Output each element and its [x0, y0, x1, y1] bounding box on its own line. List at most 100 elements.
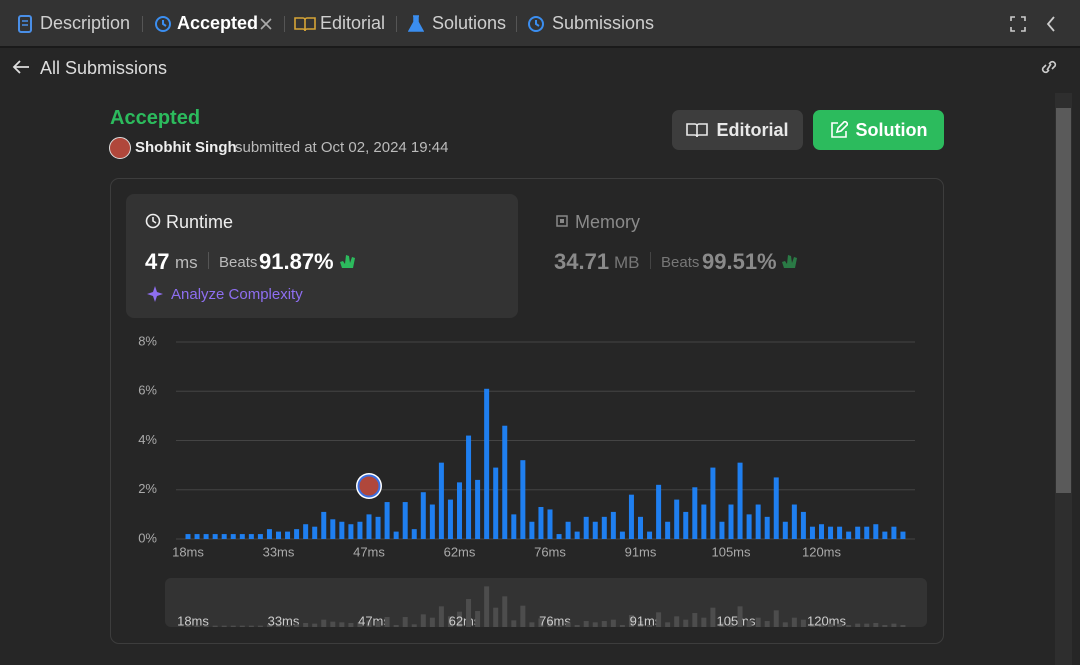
- editorial-button[interactable]: Editorial: [672, 110, 803, 150]
- overview-bar: [266, 624, 272, 627]
- bar: [285, 531, 291, 539]
- bar: [800, 511, 806, 539]
- bar: [194, 534, 200, 539]
- bar: [565, 521, 571, 539]
- bar: [737, 462, 743, 539]
- bar: [221, 534, 227, 539]
- memory-value: 34.71: [554, 249, 610, 274]
- submitted-text: submitted at Oct 02, 2024 19:44: [235, 139, 449, 156]
- overview-bar: [583, 621, 589, 627]
- overview-bar: [538, 618, 544, 627]
- fullscreen-icon[interactable]: [1010, 16, 1026, 32]
- overview-bar: [348, 623, 354, 627]
- divider: [650, 252, 651, 269]
- beats-label: Beats: [661, 254, 700, 271]
- bar: [276, 531, 281, 539]
- sparkle-icon: [147, 286, 163, 302]
- separator: [142, 16, 143, 32]
- overview-bar: [312, 623, 318, 627]
- bar: [203, 534, 209, 539]
- overview-bar: [692, 613, 698, 627]
- bar: [710, 467, 716, 539]
- overview-bar: [592, 622, 598, 627]
- stats-card: [110, 178, 944, 644]
- x-tick-label: 33ms: [263, 544, 295, 559]
- overview-bar: [791, 617, 797, 627]
- bar: [619, 531, 625, 539]
- link-icon[interactable]: [1038, 58, 1060, 76]
- bar: [357, 521, 363, 539]
- overview-bar: [701, 617, 707, 627]
- tab-bar: Description Accepted Editorial Solutions…: [0, 0, 1080, 46]
- overview-bar: [846, 625, 852, 627]
- back-icon[interactable]: [12, 59, 30, 75]
- submissions-icon: [528, 16, 544, 32]
- overview-bar: [330, 621, 336, 627]
- bar: [583, 516, 589, 539]
- user-name[interactable]: Shobhit Singh: [135, 139, 237, 156]
- bar: [674, 499, 680, 539]
- overview-bar: [601, 621, 607, 627]
- overview-bar: [393, 625, 399, 627]
- bar: [303, 524, 309, 539]
- overview-bar: [239, 625, 245, 627]
- overview-bar: [475, 611, 481, 627]
- tab[interactable]: Editorial: [320, 13, 386, 33]
- overview-tick-label: 33ms: [268, 613, 300, 628]
- analyze-link[interactable]: Analyze Complexity: [171, 286, 303, 303]
- overview-bar: [366, 620, 372, 627]
- bar: [257, 534, 263, 539]
- overview-bar: [402, 617, 408, 627]
- bar: [511, 514, 517, 539]
- bar: [321, 511, 327, 539]
- x-tick-label: 105ms: [711, 544, 751, 559]
- bar: [466, 435, 472, 539]
- overview-bar: [493, 607, 499, 627]
- bar: [457, 482, 462, 539]
- tab-active[interactable]: Accepted: [177, 13, 259, 33]
- bar: [447, 499, 453, 539]
- runtime-box[interactable]: Runtime 47 ms Beats 91.87% Analyze Compl…: [126, 194, 518, 318]
- solution-button[interactable]: Solution: [813, 110, 944, 150]
- overview-bar: [248, 625, 254, 627]
- bar: [728, 504, 734, 539]
- bar: [891, 526, 897, 539]
- collapse-icon[interactable]: [1046, 16, 1056, 32]
- x-tick-label: 47ms: [353, 544, 385, 559]
- overview-tick-label: 105ms: [716, 613, 756, 628]
- overview-bar: [429, 617, 435, 627]
- overview-bar: [565, 622, 571, 627]
- avatar: [109, 137, 131, 159]
- y-tick-label: 4%: [138, 432, 157, 447]
- divider: [208, 252, 209, 269]
- bar: [185, 534, 191, 539]
- back-link[interactable]: All Submissions: [40, 58, 168, 78]
- bar: [502, 425, 508, 539]
- overview-bar: [828, 623, 834, 627]
- overview-bar: [484, 586, 490, 627]
- overview-tick-label: 91ms: [630, 613, 662, 628]
- memory-label[interactable]: Memory: [575, 212, 641, 232]
- overview-bar: [457, 611, 462, 627]
- bar: [239, 534, 245, 539]
- overview-bar: [619, 625, 625, 627]
- overview-tick-label: 18ms: [177, 613, 209, 628]
- solutions-icon: [408, 15, 424, 32]
- bar: [791, 504, 797, 539]
- overview-bar: [221, 625, 227, 627]
- bar: [429, 504, 435, 539]
- scrollbar-thumb[interactable]: [1056, 108, 1071, 493]
- close-icon[interactable]: [260, 18, 272, 30]
- overview-bar: [375, 621, 381, 627]
- bar: [665, 521, 671, 539]
- tab[interactable]: Solutions: [432, 13, 507, 33]
- overview-bar: [285, 625, 291, 627]
- x-tick-label: 120ms: [802, 544, 842, 559]
- range-slider[interactable]: [165, 578, 927, 627]
- overview-bar: [294, 624, 300, 627]
- overview-bar: [384, 617, 390, 627]
- tab[interactable]: Submissions: [552, 13, 655, 33]
- tab[interactable]: Description: [40, 13, 131, 33]
